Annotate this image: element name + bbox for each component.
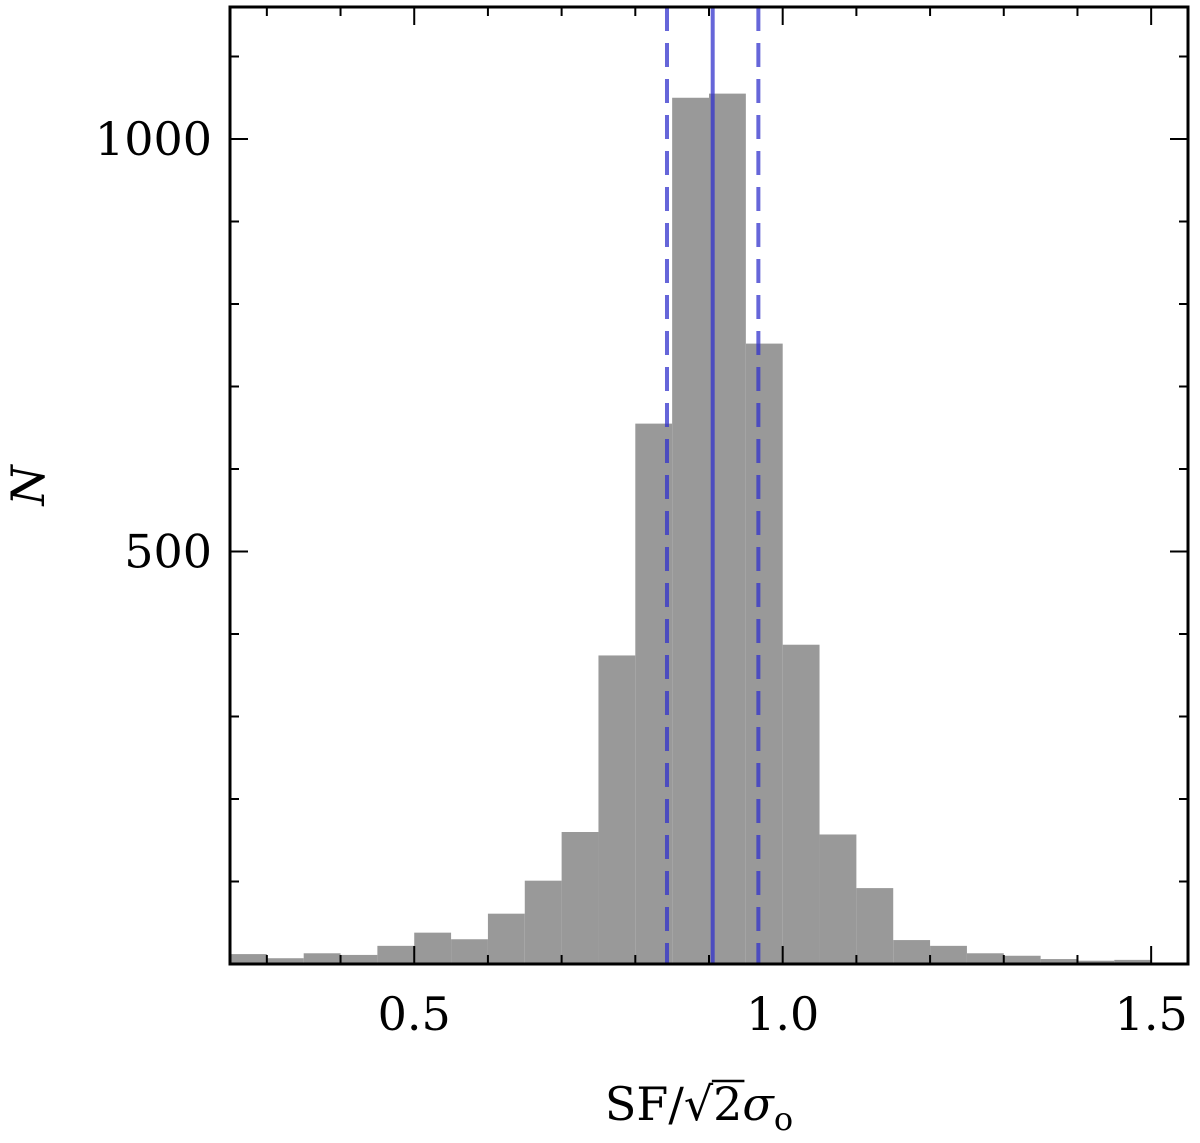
x-tick-label: 1.0	[746, 987, 819, 1041]
histogram-bar	[745, 343, 783, 965]
x-tick-label: 0.5	[378, 987, 451, 1041]
histogram-bar	[303, 953, 341, 964]
histogram-bar	[377, 945, 415, 964]
x-tick-label: 1.5	[1115, 987, 1188, 1041]
x-label-radicand: 2	[713, 1077, 742, 1131]
x-label-radical: √	[684, 1077, 714, 1131]
y-tick-label: 1000	[95, 112, 212, 166]
histogram-bar	[709, 93, 746, 964]
histogram-bar	[782, 644, 820, 964]
histogram-bar	[340, 954, 378, 964]
x-label-prefix: SF	[605, 1077, 668, 1131]
histogram-bar	[414, 932, 452, 964]
histogram-bars	[230, 93, 1152, 965]
y-tick-label: 500	[124, 525, 212, 579]
x-label-subscript: o	[774, 1100, 793, 1138]
x-axis-label: SF/√2σo	[605, 1077, 793, 1138]
histogram-bar	[672, 97, 709, 964]
x-label-slash: /	[668, 1077, 684, 1131]
histogram-bar	[266, 958, 304, 964]
histogram-bar	[487, 913, 525, 964]
histogram-bar	[230, 954, 267, 964]
histogram-bar	[1003, 955, 1041, 964]
histogram-bar	[561, 832, 599, 964]
histogram-bar	[1040, 959, 1078, 964]
reference-lines	[664, 7, 761, 964]
plot-frame	[228, 5, 1190, 966]
y-axis-label: N	[1, 464, 55, 507]
histogram-bar	[451, 939, 488, 964]
histogram-bar	[819, 834, 857, 964]
histogram-bar	[1077, 960, 1115, 964]
histogram-bar	[930, 945, 967, 964]
histogram-bar	[856, 888, 894, 964]
histogram-bar	[1114, 959, 1152, 964]
histogram-bar	[893, 940, 931, 964]
x-label-sigma: σ	[742, 1077, 775, 1131]
histogram-bar	[598, 655, 636, 964]
histogram-bar	[524, 880, 562, 964]
tick-labels: 0.5 1.0 1.5 500 1000	[95, 112, 1188, 1041]
histogram-bar	[966, 953, 1004, 964]
